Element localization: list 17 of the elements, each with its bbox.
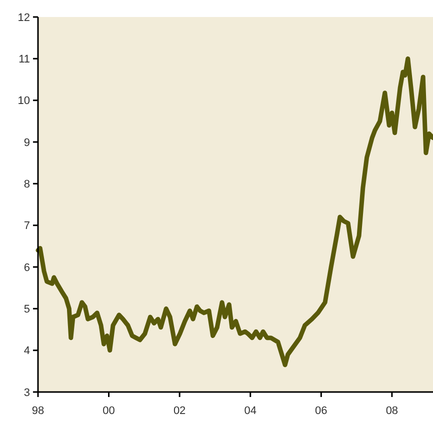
x-tick-label: 98 [32, 405, 44, 417]
y-tick-label: 9 [24, 136, 30, 149]
y-tick-label: 5 [24, 304, 30, 316]
x-tick-label: 06 [315, 405, 328, 417]
y-tick-label: 8 [24, 178, 30, 191]
y-tick-label: 12 [18, 12, 30, 24]
y-tick-label: 3 [24, 386, 30, 399]
y-tick-label: 10 [18, 95, 30, 108]
y-tick-label: 4 [24, 345, 30, 358]
x-tick-label: 08 [386, 405, 398, 417]
y-tick-label: 7 [24, 220, 30, 232]
y-tick-label: 6 [24, 262, 30, 274]
x-tick-label: 04 [244, 405, 256, 417]
x-tick-label: 02 [173, 405, 186, 417]
x-tick-label: 00 [102, 405, 115, 417]
line-series [36, 56, 433, 368]
y-tick-label: 11 [18, 54, 30, 66]
